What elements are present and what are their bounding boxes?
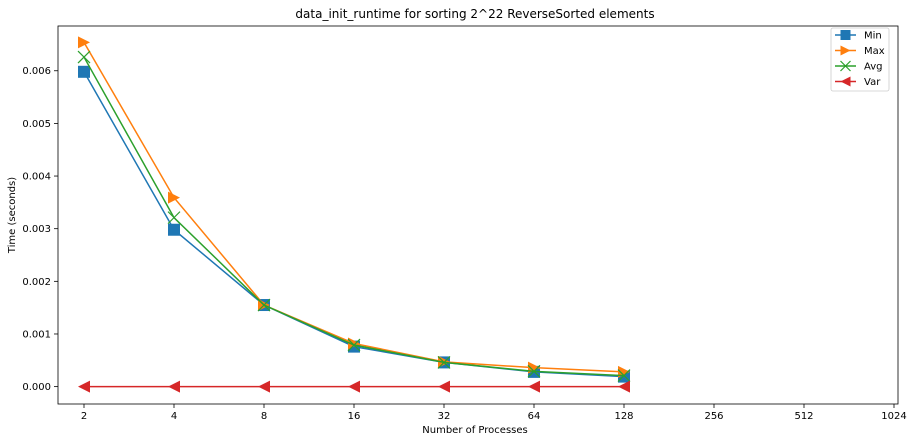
series-avg <box>77 50 631 382</box>
data-point-avg <box>527 364 541 378</box>
data-point-var <box>438 380 450 393</box>
data-point-var <box>618 380 630 393</box>
legend-label-min: Min <box>864 31 882 42</box>
data-point-var <box>78 380 90 393</box>
legend-item-max: Max <box>835 45 885 57</box>
y-tick-label: 0.000 <box>22 382 51 393</box>
x-tick-label: 64 <box>528 411 541 422</box>
legend-label-avg: Avg <box>864 62 883 73</box>
y-tick-label: 0.003 <box>22 224 51 235</box>
x-marker-stroke <box>167 211 181 225</box>
x-tick-label: 1024 <box>881 411 906 422</box>
data-point-max <box>348 337 360 350</box>
x-tick-label: 16 <box>348 411 361 422</box>
data-point-avg <box>617 369 631 382</box>
y-tick-label: 0.002 <box>22 277 51 288</box>
data-point-min <box>168 223 180 236</box>
x-tick-label: 2 <box>81 411 87 422</box>
legend-label-var: Var <box>864 77 881 88</box>
x-tick-label: 256 <box>704 411 723 422</box>
data-point-var <box>348 380 360 393</box>
data-point-var <box>258 380 270 393</box>
data-point-var <box>168 380 180 393</box>
x-axis-label: Number of Processes <box>422 425 527 436</box>
y-axis-label: Time (seconds) <box>7 177 18 254</box>
data-point-avg <box>77 50 91 64</box>
plot-area-frame <box>57 25 899 405</box>
x-marker-stroke <box>77 50 91 64</box>
legend-item-avg: Avg <box>835 60 883 73</box>
legend-marker-max <box>840 45 851 56</box>
data-point-avg <box>347 338 361 352</box>
x-tick-label: 8 <box>261 411 267 422</box>
data-point-avg <box>257 298 271 312</box>
data-point-min <box>78 65 90 78</box>
data-point-max <box>78 36 90 49</box>
legend-marker-var <box>840 76 851 87</box>
x-marker-stroke <box>257 298 271 312</box>
legend-item-var: Var <box>835 76 881 88</box>
x-marker-stroke <box>617 369 631 382</box>
legend-item-min: Min <box>835 30 882 42</box>
x-axis: 2 4 8 16 32 64 128 256 512 1024 <box>81 404 907 422</box>
legend: Min Max Avg Var <box>830 27 890 92</box>
x-tick-label: 128 <box>614 411 633 422</box>
y-axis: 0.000 0.001 0.002 0.003 0.004 0.005 0.006 <box>22 66 58 393</box>
x-marker-stroke <box>840 60 851 72</box>
y-tick-label: 0.005 <box>22 119 51 130</box>
x-tick-label: 4 <box>171 411 177 422</box>
x-tick-label: 32 <box>438 411 451 422</box>
legend-label-max: Max <box>864 46 885 57</box>
y-tick-label: 0.004 <box>22 172 51 183</box>
data-point-var <box>528 380 540 393</box>
x-marker-stroke <box>437 355 451 369</box>
y-tick-label: 0.001 <box>22 329 51 340</box>
data-point-avg <box>167 211 181 225</box>
legend-marker-avg <box>840 60 851 72</box>
data-point-max <box>168 191 180 204</box>
series-var <box>78 380 630 393</box>
series-layer <box>77 36 631 393</box>
legend-marker-min <box>840 30 851 40</box>
chart-title: data_init_runtime for sorting 2^22 Rever… <box>295 7 654 21</box>
x-marker-stroke <box>527 364 541 378</box>
y-tick-label: 0.006 <box>22 66 51 77</box>
x-marker-stroke <box>347 338 361 352</box>
legend-frame <box>830 27 890 92</box>
data-point-avg <box>437 355 451 369</box>
x-tick-label: 512 <box>794 411 813 422</box>
